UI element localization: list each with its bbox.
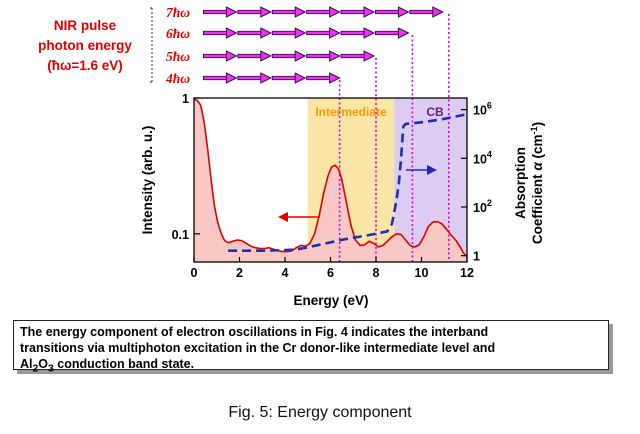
- caption-sub-2: 3: [48, 363, 54, 375]
- series-line-absorption: [228, 112, 467, 252]
- photon-arrow-7-head-0: [225, 6, 238, 18]
- nir-annotation-line3: (ħω=1.6 eV): [47, 58, 123, 73]
- region-label-cb: CB: [426, 105, 444, 119]
- caption-line-2: transitions via multiphoton excitation i…: [20, 341, 496, 355]
- y-right-tick-exponent-2: 4: [487, 149, 492, 159]
- right-axis-arrowhead: [427, 165, 437, 175]
- region-labels: Intermediate CB: [315, 105, 444, 119]
- photon-arrow-7-head-3: [329, 6, 341, 18]
- x-axis-label: Energy (eV): [293, 293, 368, 308]
- nir-annotation-line1: NIR pulse: [54, 18, 117, 33]
- caption-line-3-rest: conduction band state.: [53, 357, 195, 371]
- photon-arrow-4-head-3: [329, 72, 341, 84]
- y-axis-label-left: Intensity (arb. u.): [140, 126, 155, 235]
- x-tick-label-2: 2: [236, 266, 243, 280]
- photon-arrow-5-head-0: [225, 50, 238, 62]
- x-tick-label-0: 0: [191, 266, 198, 280]
- photon-arrow-7-head-6: [432, 6, 444, 18]
- photon-bracket: [150, 7, 154, 83]
- y-left-tick-label-0.1: 0.1: [172, 228, 189, 242]
- photon-arrow-7-head-2: [294, 6, 307, 18]
- nir-annotation: NIR pulse photon energy (ħω=1.6 eV): [38, 18, 132, 73]
- caption-sub-1: 2: [32, 363, 39, 375]
- x-tick-label-12: 12: [460, 266, 474, 280]
- photon-arrow-5-head-1: [260, 50, 272, 62]
- caption-line-3-al: Al: [20, 357, 33, 371]
- photon-arrow-7-head-4: [363, 6, 376, 18]
- x-tick-label-8: 8: [373, 266, 380, 280]
- photon-arrow-layer: 4ħω 5ħω 6ħω 7ħω: [165, 5, 444, 86]
- photon-arrow-5-head-4: [363, 50, 376, 62]
- series-line-intensity: [194, 98, 467, 258]
- photon-arrow-6-head-2: [294, 27, 307, 39]
- photon-label-5: 5ħω: [166, 49, 190, 64]
- figure-label: Fig. 5: Energy component: [228, 404, 412, 421]
- photon-arrow-5-head-3: [329, 50, 341, 62]
- y-axis-label-right: Absorption Coefficient α (cm-1): [513, 122, 545, 244]
- photon-arrow-5-head-2: [294, 50, 307, 62]
- y-right-tick-exponent-1: 2: [487, 198, 492, 208]
- caption-line-3-o: O: [38, 357, 49, 371]
- left-axis-arrowhead: [278, 212, 288, 222]
- photon-arrow-6-head-4: [363, 27, 376, 39]
- nir-annotation-line2: photon energy: [38, 38, 132, 53]
- region-label-intermediate: Intermediate: [315, 105, 387, 119]
- y-right-tick-label-0: 1: [473, 250, 480, 264]
- y-right-tick-label-2: 104: [473, 149, 492, 166]
- x-tick-label-4: 4: [282, 266, 289, 280]
- y-left-tick-label-1: 1: [182, 92, 189, 106]
- y-right-tick-exponent-3: 6: [487, 101, 492, 111]
- y-axis-label-right-line2: Coefficient α (cm-1): [529, 122, 545, 244]
- y-right-tick-label-3: 106: [473, 101, 492, 118]
- photon-arrow-4-head-0: [225, 72, 238, 84]
- photon-arrow-6-head-1: [260, 27, 272, 39]
- photon-arrow-4-head-1: [260, 72, 272, 84]
- photon-arrow-7-head-5: [397, 6, 410, 18]
- y-right-tick-label-1: 102: [473, 198, 492, 215]
- photon-label-4: 4ħω: [165, 71, 190, 86]
- axis-ticks-layer: 0 2 4 6 8 10 12 1 0.1 1 102 104 106: [172, 92, 492, 280]
- series-layer: [194, 98, 467, 258]
- photon-arrow-7-head-1: [260, 6, 272, 18]
- photon-arrow-6-head-0: [225, 27, 238, 39]
- photon-label-6: 6ħω: [166, 26, 190, 41]
- series-fill-intensity: [194, 99, 467, 262]
- x-tick-label-10: 10: [415, 266, 429, 280]
- caption-line-3: Al2O3 conduction band state.: [20, 356, 602, 378]
- photon-arrow-4-head-2: [294, 72, 307, 84]
- photon-arrow-6-head-3: [329, 27, 341, 39]
- caption-box: The energy component of electron oscilla…: [13, 320, 609, 375]
- x-tick-label-6: 6: [327, 266, 334, 280]
- photon-label-7: 7ħω: [166, 5, 190, 20]
- photon-arrow-6-head-5: [397, 27, 410, 39]
- direction-arrows: [278, 165, 437, 222]
- intensity-fill-layer: [194, 99, 467, 262]
- caption-line-1: The energy component of electron oscilla…: [20, 325, 489, 339]
- y-axis-label-right-line1: Absorption: [513, 147, 528, 219]
